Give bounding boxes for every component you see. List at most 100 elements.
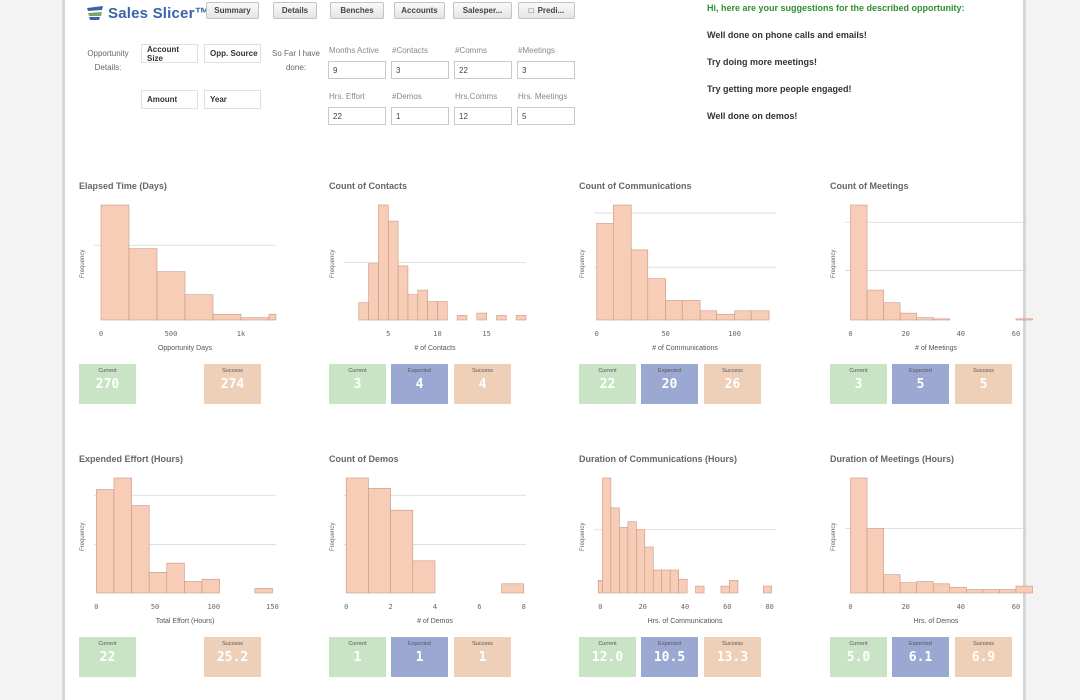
kpi-value: 1 — [415, 650, 424, 665]
x-tick-label: 0 — [848, 603, 853, 611]
suggestions-heading: Hi, here are your suggestions for the de… — [707, 3, 965, 13]
y-axis-label: Frequency — [580, 249, 586, 278]
chart-title: Duration of Meetings (Hours) — [830, 454, 954, 464]
kpi-value: 5 — [979, 377, 988, 392]
suggestion-item: Try doing more meetings! — [707, 57, 818, 67]
label-contacts: #Contacts — [392, 46, 429, 55]
app-title: Sales Slicer™ — [108, 4, 210, 22]
tab-predictions[interactable]: □ Predi... — [518, 2, 575, 19]
histogram-bar — [456, 315, 468, 321]
input-contacts[interactable]: 3 — [391, 61, 449, 79]
histogram-bar — [397, 265, 409, 321]
input-hrs-effort[interactable]: 22 — [328, 107, 386, 125]
histogram-bar — [166, 562, 185, 594]
histogram-bar — [100, 204, 130, 321]
input-demos[interactable]: 1 — [391, 107, 449, 125]
kpi-value: 6.9 — [971, 650, 996, 665]
x-tick-label: 2 — [388, 603, 393, 611]
y-axis-label: Frequency — [330, 522, 336, 551]
histogram-bar — [597, 580, 603, 594]
dim-opp-source[interactable]: Opp. Source — [204, 44, 261, 63]
kpi-label: Current — [849, 641, 868, 647]
x-tick-label: 60 — [723, 603, 732, 611]
so-far-label-line2: done: — [285, 63, 307, 72]
histogram-bar — [358, 302, 369, 321]
input-hrs-meetings[interactable]: 5 — [517, 107, 575, 125]
chart-title: Duration of Communications (Hours) — [579, 454, 737, 464]
histogram-bar — [387, 220, 399, 321]
histogram-plot — [94, 477, 276, 594]
histogram-bar — [661, 569, 671, 594]
kpi-value: 3 — [353, 377, 362, 392]
histogram-bar — [630, 249, 649, 321]
kpi-value: 274 — [220, 377, 245, 392]
opportunity-label-line2: Details: — [94, 63, 122, 72]
tab-summary[interactable]: Summary — [206, 2, 259, 19]
y-axis-label: Frequency — [831, 249, 837, 278]
kpi-success: Success 6.9 — [955, 637, 1012, 677]
x-tick-label: 150 — [266, 603, 279, 611]
kpi-label: Current — [598, 368, 617, 374]
histogram-bar — [669, 569, 679, 594]
tab-details[interactable]: Details — [273, 2, 317, 19]
histogram-bar — [866, 528, 884, 594]
dim-amount[interactable]: Amount — [141, 90, 198, 109]
histogram-bar — [899, 312, 917, 321]
histogram-bar — [602, 477, 612, 594]
suggestion-item: Well done on phone calls and emails! — [707, 30, 867, 40]
x-tick-label: 0 — [594, 330, 599, 338]
tab-accounts[interactable]: Accounts — [394, 2, 445, 19]
histogram-bar — [716, 313, 735, 321]
chart-title: Elapsed Time (Days) — [79, 181, 167, 191]
dim-year[interactable]: Year — [204, 90, 261, 109]
tab-salesperson[interactable]: Salesper... — [453, 2, 512, 19]
y-axis-label: Frequency — [580, 522, 586, 551]
kpi-value: 3 — [854, 377, 863, 392]
kpi-label: Expected — [408, 368, 431, 374]
input-hrs-comms[interactable]: 12 — [454, 107, 512, 125]
kpi-label: Expected — [658, 641, 681, 647]
x-axis-label: # of Demos — [417, 618, 453, 625]
kpi-current: Current 3 — [329, 364, 386, 404]
histogram-bar — [883, 302, 901, 321]
dim-account-size[interactable]: Account Size — [141, 44, 198, 63]
histogram-bar — [390, 509, 414, 594]
app-logo: Sales Slicer™ — [86, 2, 210, 24]
histogram-bar — [932, 318, 951, 321]
so-far-label: So Far I have done: — [270, 47, 322, 75]
histogram-bar — [240, 317, 270, 321]
input-meetings[interactable]: 3 — [517, 61, 575, 79]
tab-benches[interactable]: Benches — [330, 2, 384, 19]
x-tick-label: 50 — [150, 603, 160, 611]
x-tick-label: 1k — [236, 330, 246, 338]
histogram-bar — [678, 578, 688, 594]
label-comms: #Comms — [455, 46, 488, 55]
input-comms[interactable]: 22 — [454, 61, 512, 79]
input-months-active[interactable]: 9 — [328, 61, 386, 79]
kpi-current: Current 3 — [830, 364, 887, 404]
x-tick-label: 0 — [98, 330, 104, 338]
histogram-bar — [665, 300, 683, 321]
x-axis-label: # of Contacts — [414, 345, 456, 352]
x-tick-label: 20 — [638, 603, 647, 611]
histogram-bar — [412, 560, 436, 594]
histogram-bar — [596, 223, 614, 321]
histogram-bar — [496, 315, 507, 321]
histogram-bar — [916, 581, 934, 594]
kpi-current: Current 1 — [329, 637, 386, 677]
histogram-plot — [344, 204, 527, 321]
x-tick-label: 80 — [765, 603, 774, 611]
x-tick-label: 60 — [1011, 330, 1021, 338]
kpi-label: Success — [472, 641, 493, 647]
histogram-bar — [437, 301, 448, 321]
chart-title: Expended Effort (Hours) — [79, 454, 184, 464]
suggestion-item: Try getting more people engaged! — [707, 84, 852, 94]
histogram-bar — [699, 310, 718, 321]
kpi-label: Success — [222, 641, 243, 647]
kpi-expected: Expected 20 — [641, 364, 698, 404]
kpi-label: Expected — [408, 641, 431, 647]
label-demos: #Demos — [392, 92, 422, 101]
histogram-bar — [113, 477, 132, 594]
histogram-bar — [610, 507, 620, 594]
chart-title: Count of Demos — [329, 454, 399, 464]
